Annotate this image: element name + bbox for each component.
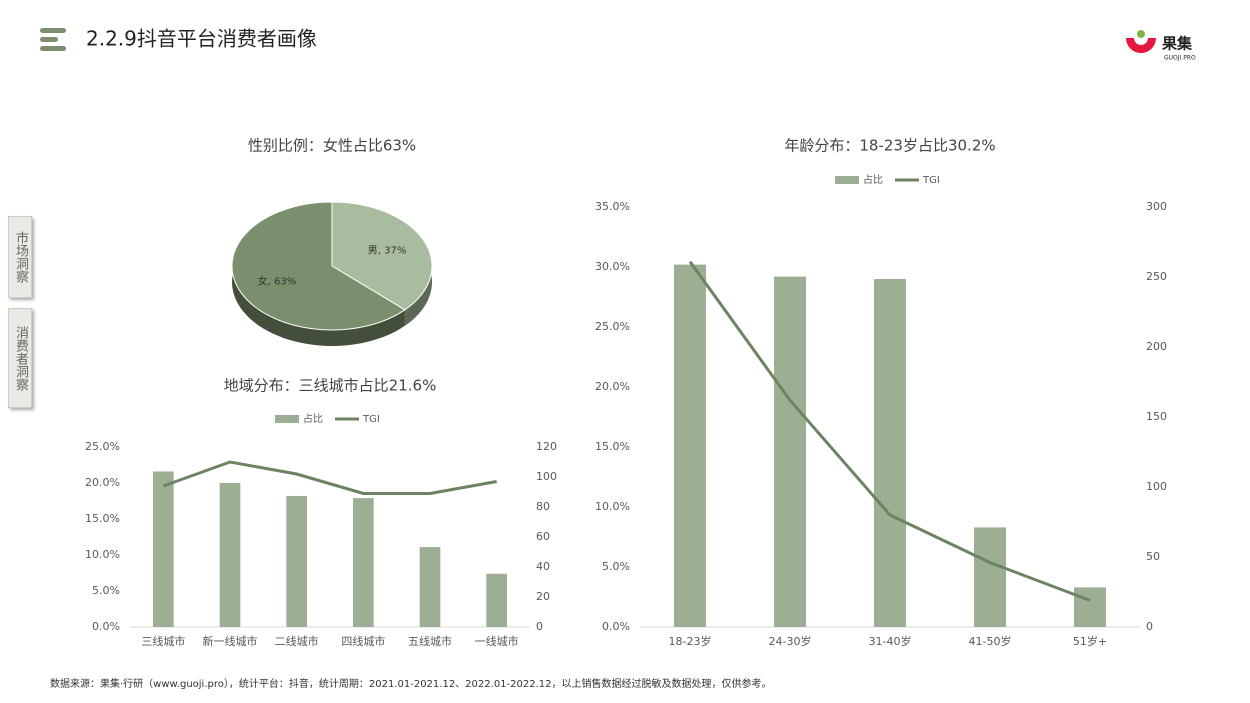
x-tick-label: 三线城市 [141, 634, 185, 648]
bar [1074, 587, 1106, 627]
logo-name: 果集 [1161, 35, 1193, 53]
y-tick-label: 35.0% [595, 200, 630, 213]
y-tick-label: 5.0% [602, 560, 630, 573]
legend-label: 占比 [303, 412, 323, 425]
legend-swatch [275, 415, 299, 423]
y-tick-label: 20.0% [595, 380, 630, 393]
x-tick-label: 新一线城市 [203, 634, 258, 648]
bar [674, 264, 706, 627]
x-tick-label: 51岁+ [1073, 634, 1107, 648]
line [162, 460, 497, 495]
bar [974, 527, 1006, 627]
y-tick-label: 0.0% [92, 620, 120, 633]
logo-sub: GUOJI.PRO [1164, 55, 1196, 62]
y2-tick-label: 300 [1146, 200, 1167, 213]
menu-icon [40, 46, 66, 51]
pie-slice [331, 201, 433, 311]
y2-tick-label: 20 [536, 590, 550, 603]
x-tick-label: 二线城市 [275, 634, 319, 648]
x-tick-label: 18-23岁 [669, 634, 712, 648]
y2-tick-label: 100 [1146, 480, 1167, 493]
pie-side [232, 202, 405, 346]
legend-label: TGI [922, 175, 940, 186]
bar [874, 279, 906, 627]
chart-title: 年龄分布：18-23岁占比30.2% [784, 137, 995, 155]
footer: 数据来源：果集·行研（www.guoji.pro），统计平台：抖音，统计周期：2… [50, 677, 772, 690]
data-label: 女, 63% [258, 274, 297, 287]
y-tick-label: 25.0% [595, 320, 630, 333]
y-tick-label: 20.0% [85, 476, 120, 489]
legend-swatch [835, 176, 859, 184]
y2-tick-label: 200 [1146, 340, 1167, 353]
x-tick-label: 31-40岁 [869, 634, 912, 648]
pie-slice [231, 201, 406, 331]
legend-label: 占比 [863, 173, 883, 186]
y2-tick-label: 0 [1146, 620, 1153, 633]
bar [219, 483, 241, 627]
side-tab[interactable]: 消费者洞察 [8, 308, 32, 408]
y-tick-label: 25.0% [85, 440, 120, 453]
bar [286, 495, 307, 627]
bar [353, 498, 374, 627]
y-tick-label: 15.0% [595, 440, 630, 453]
x-tick-label: 一线城市 [475, 634, 519, 648]
side-tab[interactable]: 市场洞察 [8, 216, 32, 298]
x-tick-label: 24-30岁 [769, 634, 812, 648]
slide-title: 2.2.9抖音平台消费者画像 [86, 27, 317, 51]
y2-tick-label: 60 [536, 530, 550, 543]
menu-icon [40, 28, 66, 33]
y-tick-label: 10.0% [85, 548, 120, 561]
y2-tick-label: 100 [536, 470, 557, 483]
x-tick-label: 41-50岁 [969, 634, 1012, 648]
y2-tick-label: 0 [536, 620, 543, 633]
y-tick-label: 5.0% [92, 584, 120, 597]
y2-tick-label: 250 [1146, 270, 1167, 283]
chart-title: 地域分布：三线城市占比21.6% [224, 377, 437, 395]
legend-label: TGI [362, 414, 380, 425]
y-tick-label: 30.0% [595, 260, 630, 273]
line [688, 260, 1091, 602]
y2-tick-label: 80 [536, 500, 550, 513]
y2-tick-label: 120 [536, 440, 557, 453]
bar [153, 471, 174, 627]
menu-icon [40, 37, 58, 42]
chart-title: 性别比例：女性占比63% [248, 137, 416, 155]
y2-tick-label: 50 [1146, 550, 1160, 563]
y-tick-label: 10.0% [595, 500, 630, 513]
data-label: 男, 37% [368, 245, 407, 257]
y-tick-label: 15.0% [85, 512, 120, 525]
y2-tick-label: 40 [536, 560, 550, 573]
logo-mark [1126, 38, 1156, 53]
bar [419, 547, 441, 627]
bar [774, 276, 806, 627]
logo-mark [1137, 30, 1145, 38]
y-tick-label: 0.0% [602, 620, 630, 633]
x-tick-label: 五线城市 [408, 634, 452, 648]
y2-tick-label: 150 [1146, 410, 1167, 423]
bar [486, 573, 507, 627]
x-tick-label: 四线城市 [341, 634, 385, 648]
